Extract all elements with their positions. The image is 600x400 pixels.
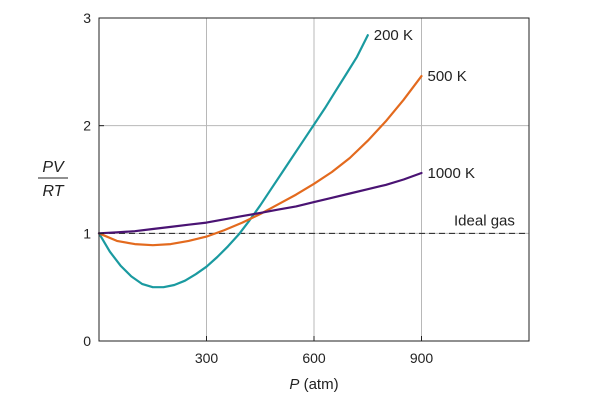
x-tick-label: 600 bbox=[302, 350, 326, 366]
x-axis-label-unit: (atm) bbox=[299, 376, 338, 393]
y-axis-label-denominator: RT bbox=[42, 183, 64, 200]
series-label-1000-k: 1000 K bbox=[428, 165, 476, 182]
x-axis-label: P (atm) bbox=[289, 376, 338, 393]
tick-labels: 300 600 900 0 1 2 3 bbox=[83, 10, 433, 366]
x-tick-label: 300 bbox=[195, 350, 219, 366]
ideal-gas-label: Ideal gas bbox=[454, 212, 515, 229]
y-tick-label: 0 bbox=[83, 333, 91, 349]
series-line-200-k bbox=[97, 34, 369, 289]
y-tick-label: 1 bbox=[83, 225, 91, 241]
y-axis-label-numerator: PV bbox=[42, 159, 65, 176]
series-line-1000-k bbox=[97, 171, 423, 235]
series-label-500-k: 500 K bbox=[428, 68, 467, 85]
series-line-500-k bbox=[97, 74, 423, 247]
series-lines: 200 K 500 K 1000 K bbox=[97, 27, 476, 289]
y-tick-label: 2 bbox=[83, 118, 91, 134]
x-axis-label-variable: P bbox=[289, 376, 299, 393]
series-label-200-k: 200 K bbox=[374, 27, 413, 44]
y-tick-label: 3 bbox=[83, 10, 91, 26]
x-tick-label: 900 bbox=[410, 350, 434, 366]
